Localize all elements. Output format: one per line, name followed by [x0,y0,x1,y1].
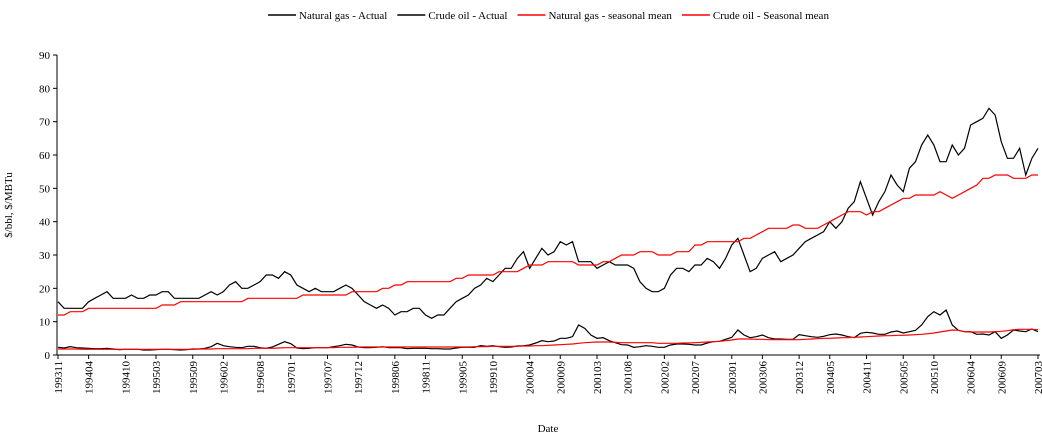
x-tick-label: 199509 [188,361,200,395]
y-tick-label: 40 [39,217,51,229]
x-tick-label: 199707 [323,361,335,395]
x-tick-label: 200207 [690,361,702,395]
series-line [58,174,1038,316]
series-line [58,328,1039,350]
x-tick-label: 199806 [390,361,402,395]
x-tick-label: 200405 [825,361,837,395]
y-tick-label: 20 [39,283,51,295]
x-tick-label: 200411 [862,361,874,394]
x-tick-label: 199701 [286,361,298,394]
y-tick-label: 50 [39,183,51,195]
x-tick-label: 200103 [592,361,604,395]
x-tick-label: 199905 [457,361,469,395]
x-tick-label: 199311 [53,361,65,394]
legend-label: Crude oil - Seasonal mean [713,10,830,22]
y-tick-label: 70 [39,117,51,129]
y-tick-label: 90 [39,50,51,62]
x-tick-label: 200009 [555,361,567,395]
x-tick-label: 199712 [353,361,365,394]
x-tick-label: 200301 [727,361,739,394]
x-tick-label: 199410 [120,361,132,395]
y-tick-label: 30 [39,250,51,262]
y-tick-label: 80 [39,83,51,95]
x-tick-label: 200202 [659,361,671,394]
x-tick-label: 200609 [996,361,1008,395]
y-tick-label: 60 [39,150,51,162]
x-tick-label: 199811 [421,361,433,394]
legend-label: Natural gas - Actual [299,10,387,22]
legend-label: Crude oil - Actual [428,10,507,22]
series-line [57,309,1039,351]
x-tick-label: 200505 [898,361,910,395]
legend: Natural gas - Actual Crude oil - Actual Na… [268,10,829,22]
y-axis-label: $/bbl, $/MBTu [3,172,15,238]
x-tick-label: 200604 [966,361,978,395]
x-tick-label: 200510 [929,361,941,395]
x-axis-label: Date [538,423,559,435]
x-tick-label: 199602 [218,361,230,394]
x-tick-label: 200004 [525,361,537,395]
x-tick-label: 199608 [255,361,267,395]
x-tick-label: 199404 [84,361,96,395]
y-tick-label: 10 [39,317,51,329]
series-line [57,107,1039,320]
x-tick-label: 199910 [488,361,500,395]
x-tick-label: 200312 [794,361,806,394]
x-tick-label: 199503 [151,361,163,395]
y-tick-label: 0 [45,350,51,362]
x-tick-label: 200108 [623,361,635,395]
legend-label: Natural gas - seasonal mean [548,10,672,22]
x-tick-label: 200306 [757,361,769,395]
x-tick-label: 200703 [1033,361,1042,395]
